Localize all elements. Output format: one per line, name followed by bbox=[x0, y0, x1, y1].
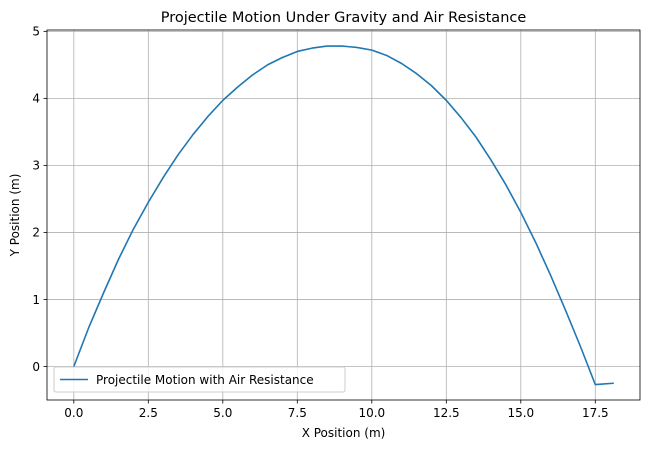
x-tick-label: 10.0 bbox=[358, 406, 385, 420]
x-tick-label: 0.0 bbox=[64, 406, 83, 420]
x-tick-label: 12.5 bbox=[433, 406, 460, 420]
plot-frame bbox=[46, 29, 641, 401]
y-tick-label: 0 bbox=[32, 360, 40, 374]
x-tick-label: 5.0 bbox=[213, 406, 232, 420]
legend-box bbox=[53, 366, 346, 393]
legend: Projectile Motion with Air Resistance bbox=[53, 366, 346, 393]
series-line bbox=[73, 45, 614, 386]
y-axis-label: Y Position (m) bbox=[8, 174, 22, 258]
y-tick-label: 3 bbox=[32, 159, 40, 173]
x-tick-label: 2.5 bbox=[139, 406, 158, 420]
x-axis-label: X Position (m) bbox=[302, 426, 386, 440]
x-tick-label: 17.5 bbox=[582, 406, 609, 420]
tick-layer: 0.0 2.5 5.0 7.5 10.0 12.5 15.0 17.5 0 1 2 3 4 5 bbox=[32, 25, 608, 420]
chart-title: Projectile Motion Under Gravity and Air … bbox=[161, 10, 527, 26]
grid-layer bbox=[47, 30, 640, 400]
y-tick-label: 2 bbox=[32, 226, 40, 240]
legend-label: Projectile Motion with Air Resistance bbox=[96, 373, 314, 387]
x-tick-label: 15.0 bbox=[507, 406, 534, 420]
y-tick-label: 5 bbox=[32, 25, 40, 39]
series-layer bbox=[73, 45, 614, 386]
x-tick-label: 7.5 bbox=[288, 406, 307, 420]
y-tick-label: 1 bbox=[32, 293, 40, 307]
y-tick-label: 4 bbox=[32, 92, 40, 106]
